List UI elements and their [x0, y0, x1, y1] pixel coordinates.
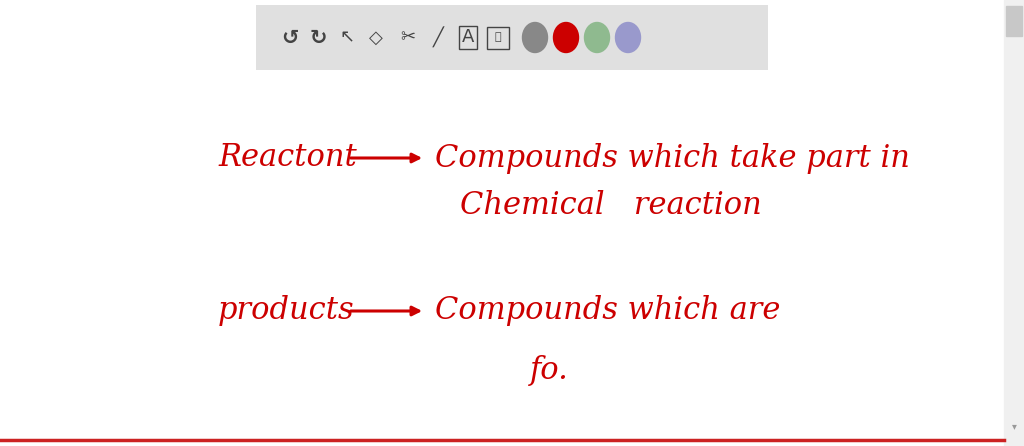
Ellipse shape: [615, 22, 640, 53]
Text: Chemical   reaction: Chemical reaction: [460, 190, 762, 222]
Text: Compounds which are: Compounds which are: [435, 296, 780, 326]
Ellipse shape: [522, 22, 548, 53]
Text: ↖: ↖: [339, 29, 354, 46]
Text: Reactont: Reactont: [218, 143, 356, 173]
Text: Compounds which take part in: Compounds which take part in: [435, 143, 910, 173]
Text: ◇: ◇: [369, 29, 383, 46]
Ellipse shape: [554, 22, 579, 53]
Text: A: A: [462, 29, 474, 46]
Text: fo.: fo.: [530, 355, 569, 387]
Text: products: products: [218, 296, 354, 326]
Text: ╱: ╱: [432, 27, 443, 48]
Text: ↻: ↻: [309, 28, 327, 48]
Bar: [1004, 0, 1024, 446]
Bar: [1006, 6, 1022, 36]
Text: ↺: ↺: [282, 28, 299, 48]
Text: ⛰: ⛰: [495, 33, 502, 42]
Ellipse shape: [585, 22, 609, 53]
Bar: [256, 5, 768, 70]
Text: ✂: ✂: [400, 29, 416, 46]
Bar: [487, 26, 509, 49]
Text: ▾: ▾: [1012, 421, 1017, 431]
